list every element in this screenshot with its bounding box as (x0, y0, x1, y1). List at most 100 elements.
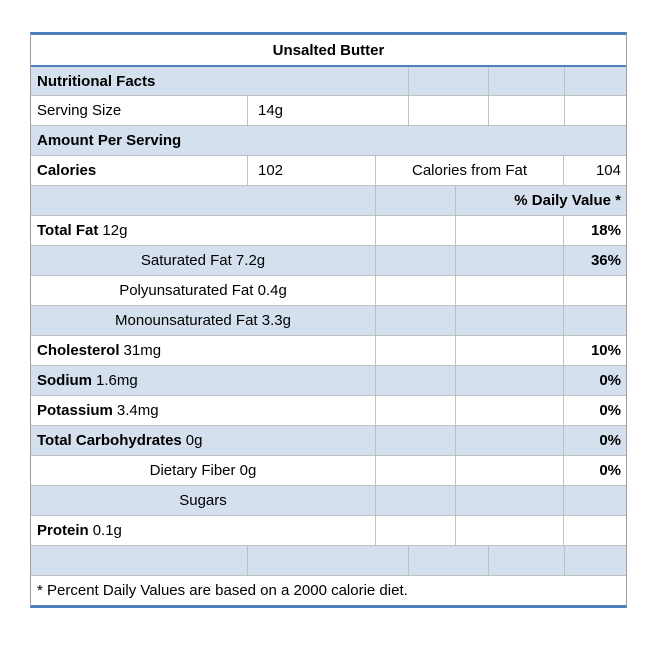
row-cholesterol: Cholesterol 31mg 10% (31, 335, 626, 365)
dietary-fiber-daily-value: 0% (599, 462, 621, 479)
sodium-daily-value: 0% (599, 372, 621, 389)
empty-cell (456, 486, 564, 515)
row-potassium: Potassium 3.4mg 0% (31, 395, 626, 425)
empty-cell (456, 426, 564, 455)
empty-cell (376, 336, 456, 365)
nutrient-name: Total Carbohydrates (37, 432, 182, 449)
empty-cell (456, 306, 564, 335)
empty-cell (248, 546, 409, 575)
empty-cell (31, 186, 376, 215)
row-amount-per-serving: Amount Per Serving (31, 125, 626, 155)
row-footnote: * Percent Daily Values are based on a 20… (31, 575, 626, 605)
row-dietary-fiber: Dietary Fiber 0g 0% (31, 455, 626, 485)
empty-cell (376, 516, 456, 545)
calories-label: Calories (31, 156, 248, 185)
cholesterol-daily-value: 10% (590, 342, 621, 359)
total-carbohydrates-daily-value: 0% (599, 432, 621, 449)
empty-cell (409, 96, 489, 125)
empty-cell (456, 366, 564, 395)
nutrient-name: Sodium (37, 372, 92, 389)
total-fat-daily-value: 18% (590, 222, 621, 239)
empty-cell (564, 276, 626, 305)
serving-size-value: 14g (248, 96, 409, 125)
empty-cell (564, 516, 626, 545)
empty-cell (564, 306, 626, 335)
row-sugars: Sugars (31, 485, 626, 515)
nutritional-facts-label: Nutritional Facts (31, 67, 409, 95)
row-title: Unsalted Butter (31, 35, 626, 65)
row-calories: Calories 102 Calories from Fat 104 (31, 155, 626, 185)
empty-cell (456, 216, 564, 245)
nutrient-amount: 1.6mg (96, 372, 138, 389)
nutrient-name: Cholesterol (37, 342, 120, 359)
empty-cell (409, 546, 489, 575)
nutrition-facts-table: Unsalted Butter Nutritional Facts Servin… (30, 32, 627, 608)
row-sodium: Sodium 1.6mg 0% (31, 365, 626, 395)
nutrient-amount: 31mg (123, 342, 162, 359)
potassium-daily-value: 0% (599, 402, 621, 419)
empty-cell (565, 67, 626, 95)
saturated-fat-label: Saturated Fat 7.2g (31, 246, 376, 275)
protein-label: Protein 0.1g (31, 516, 376, 545)
row-total-fat: Total Fat 12g 18% (31, 215, 626, 245)
empty-cell (489, 96, 565, 125)
nutrient-amount: 12g (102, 222, 128, 239)
nutrient-name: Potassium (37, 402, 113, 419)
empty-cell (456, 456, 564, 485)
empty-cell (456, 246, 564, 275)
row-polyunsaturated-fat: Polyunsaturated Fat 0.4g (31, 275, 626, 305)
sodium-label: Sodium 1.6mg (31, 366, 376, 395)
calories-from-fat-value: 104 (595, 162, 621, 179)
empty-cell (376, 486, 456, 515)
empty-cell (456, 336, 564, 365)
empty-cell (456, 276, 564, 305)
polyunsaturated-fat-label: Polyunsaturated Fat 0.4g (31, 276, 376, 305)
row-total-carbohydrates: Total Carbohydrates 0g 0% (31, 425, 626, 455)
nutrient-name: Protein (37, 522, 89, 539)
row-protein: Protein 0.1g (31, 515, 626, 545)
row-empty (31, 545, 626, 575)
dietary-fiber-label: Dietary Fiber 0g (31, 456, 376, 485)
nutrient-name: Total Fat (37, 222, 99, 239)
potassium-label: Potassium 3.4mg (31, 396, 376, 425)
calories-value: 102 (248, 156, 376, 185)
total-carbohydrates-label: Total Carbohydrates 0g (31, 426, 376, 455)
empty-cell (31, 546, 248, 575)
row-serving-size: Serving Size 14g (31, 95, 626, 125)
serving-size-label: Serving Size (31, 96, 248, 125)
empty-cell (376, 276, 456, 305)
empty-cell (489, 67, 565, 95)
empty-cell (376, 366, 456, 395)
empty-cell (376, 186, 456, 215)
empty-cell (376, 216, 456, 245)
nutrient-amount: 0g (185, 432, 203, 449)
empty-cell (565, 96, 626, 125)
saturated-fat-daily-value: 36% (590, 252, 621, 269)
row-saturated-fat: Saturated Fat 7.2g 36% (31, 245, 626, 275)
empty-cell (376, 426, 456, 455)
sugars-label: Sugars (31, 486, 376, 515)
nutrient-amount: 3.4mg (116, 402, 159, 419)
monounsaturated-fat-label: Monounsaturated Fat 3.3g (31, 306, 376, 335)
empty-cell (409, 67, 489, 95)
row-nutritional-facts: Nutritional Facts (31, 65, 626, 95)
total-fat-label: Total Fat 12g (31, 216, 376, 245)
empty-cell (376, 456, 456, 485)
nutrient-amount: 0.1g (92, 522, 122, 539)
row-daily-value-header: % Daily Value * (31, 185, 626, 215)
empty-cell (376, 306, 456, 335)
empty-cell (376, 396, 456, 425)
empty-cell (489, 546, 565, 575)
row-monounsaturated-fat: Monounsaturated Fat 3.3g (31, 305, 626, 335)
empty-cell (565, 546, 626, 575)
table-title: Unsalted Butter (272, 41, 385, 59)
empty-cell (456, 516, 564, 545)
cholesterol-label: Cholesterol 31mg (31, 336, 376, 365)
empty-cell (564, 486, 626, 515)
daily-value-header-label: % Daily Value * (514, 192, 621, 209)
amount-per-serving-label: Amount Per Serving (37, 132, 182, 149)
footnote-text: * Percent Daily Values are based on a 20… (37, 582, 408, 599)
calories-from-fat-label: Calories from Fat (376, 156, 564, 185)
empty-cell (456, 396, 564, 425)
empty-cell (376, 246, 456, 275)
